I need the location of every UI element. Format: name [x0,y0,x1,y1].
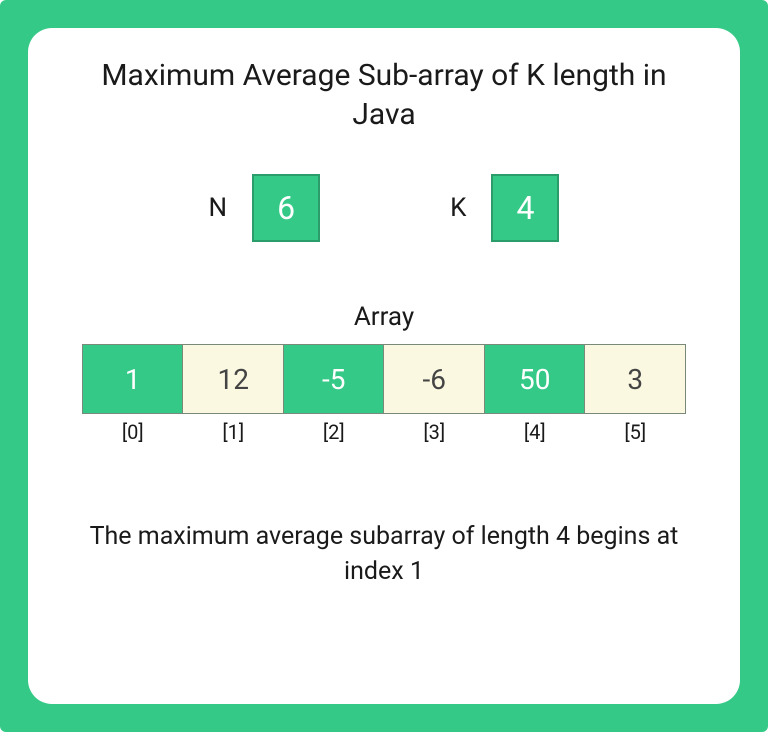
param-n-box: 6 [252,174,320,242]
array-label: Array [354,302,414,332]
params-row: N 6 K 4 [209,174,560,242]
param-n-group: N 6 [209,174,321,242]
array-cells: 1 12 -5 -6 50 3 [68,344,700,414]
array-cell-1: 12 [182,344,284,414]
array-index-2: [2] [283,420,385,444]
array-cell-3: -6 [383,344,485,414]
param-k-box: 4 [491,174,559,242]
array-cell-0: 1 [82,344,184,414]
array-index-1: [1] [182,420,284,444]
result-text: The maximum average subarray of length 4… [68,519,700,589]
param-k-label: K [450,193,466,223]
array-indices: [0] [1] [2] [3] [4] [5] [68,420,700,444]
inner-panel: Maximum Average Sub-array of K length in… [28,28,740,704]
array-cell-2: -5 [283,344,385,414]
array-cell-5: 3 [584,344,686,414]
array-index-0: [0] [82,420,184,444]
array-index-3: [3] [383,420,485,444]
param-k-group: K 4 [450,174,559,242]
array-index-5: [5] [584,420,686,444]
array-index-4: [4] [484,420,586,444]
diagram-title: Maximum Average Sub-array of K length in… [68,56,700,134]
array-cell-4: 50 [484,344,586,414]
outer-frame: Maximum Average Sub-array of K length in… [0,0,768,732]
param-n-label: N [209,193,228,223]
array-section: Array 1 12 -5 -6 50 3 [0] [1] [2] [3] [4… [68,302,700,444]
